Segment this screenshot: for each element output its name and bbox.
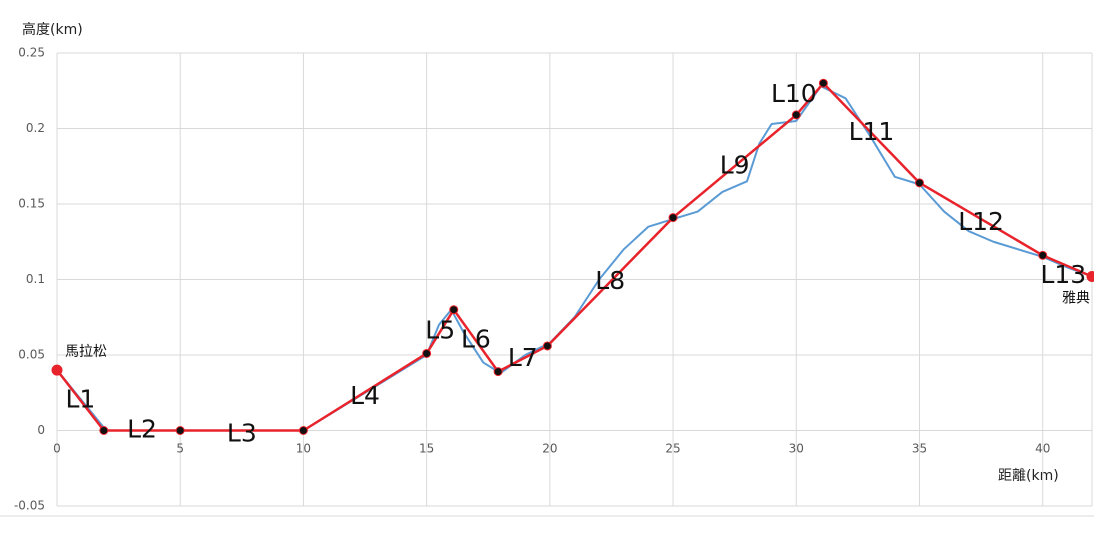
end-label: 雅典 <box>1062 290 1090 306</box>
point <box>1086 270 1094 282</box>
point <box>449 305 459 315</box>
x-tick-label: 20 <box>542 442 557 456</box>
point <box>542 341 552 351</box>
x-tick-label: 30 <box>789 442 804 456</box>
start-label: 馬拉松 <box>65 344 107 360</box>
point <box>493 367 503 377</box>
segment-label: L6 <box>461 325 491 354</box>
point <box>175 426 185 435</box>
segment-label: L11 <box>849 117 895 146</box>
y-tick-label: 0.25 <box>18 46 45 60</box>
segment-label: L3 <box>227 419 257 448</box>
segment-label: L12 <box>958 207 1004 236</box>
segment-label: L2 <box>127 415 157 444</box>
point <box>818 78 828 88</box>
x-tick-label: 5 <box>176 442 184 456</box>
segment-label: L5 <box>425 316 455 345</box>
point <box>1038 250 1048 260</box>
point <box>422 348 432 358</box>
line <box>56 85 1093 432</box>
point <box>791 110 801 120</box>
segment-label: L13 <box>1040 260 1086 289</box>
y-tick-label: 0.15 <box>18 197 45 211</box>
x-tick-label: 25 <box>665 442 680 456</box>
x-tick-label: 40 <box>1035 442 1050 456</box>
y-tick-label: -0.05 <box>14 499 45 513</box>
y-tick-label: 0.1 <box>26 272 45 286</box>
point <box>51 364 63 376</box>
point <box>915 178 924 188</box>
segment-label: L7 <box>508 343 538 372</box>
y-axis-title: 高度(km) <box>22 21 83 38</box>
segment-label: L1 <box>65 384 95 413</box>
segment-label: L8 <box>595 266 625 295</box>
point <box>668 213 678 223</box>
point <box>99 426 109 435</box>
segment-label: L4 <box>350 381 380 410</box>
segment-label: L10 <box>771 79 817 108</box>
y-tick-label: 0.2 <box>26 121 45 135</box>
segment-label: L9 <box>720 150 750 179</box>
x-tick-label: 10 <box>296 442 311 456</box>
y-tick-label: 0.05 <box>18 348 45 362</box>
x-tick-label: 0 <box>53 442 61 456</box>
x-tick-label: 35 <box>912 442 927 456</box>
line <box>56 81 1093 432</box>
x-tick-label: 15 <box>419 442 434 456</box>
x-axis-title: 距離(km) <box>998 467 1059 484</box>
y-tick-label: 0 <box>37 423 45 437</box>
point <box>298 426 308 435</box>
